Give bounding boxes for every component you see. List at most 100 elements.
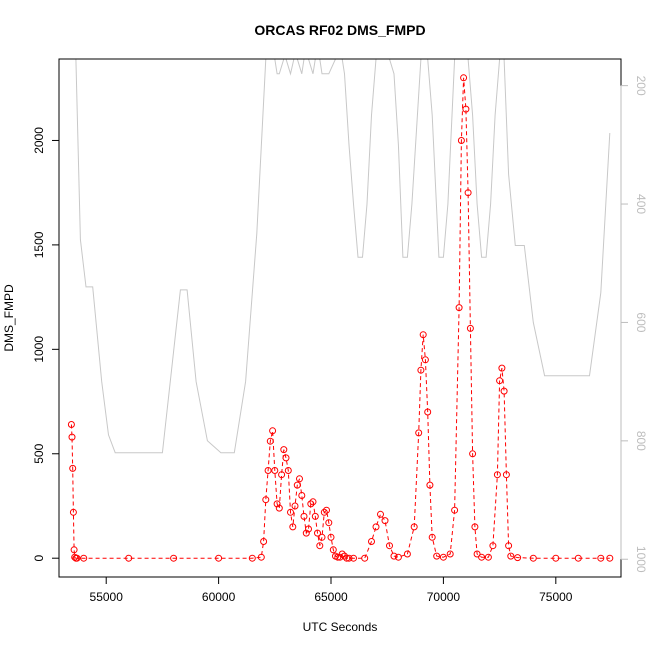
- data-point: [417, 366, 425, 374]
- data-point: [307, 500, 315, 508]
- data-point: [298, 492, 306, 499]
- data-point: [505, 542, 513, 550]
- chart-title: ORCAS RF02 DMS_FMPD: [254, 22, 425, 38]
- data-points-layer: [67, 74, 614, 562]
- data-point: [500, 387, 508, 395]
- data-point: [433, 552, 441, 560]
- data-point: [318, 533, 326, 541]
- data-point: [282, 454, 290, 462]
- data-point: [320, 508, 328, 516]
- data-point: [478, 553, 486, 561]
- data-point: [446, 550, 454, 558]
- data-point: [350, 554, 357, 562]
- data-point: [309, 498, 317, 506]
- y-tick-label: 1500: [32, 231, 46, 258]
- data-point: [314, 529, 321, 537]
- data-point: [68, 433, 76, 441]
- data-point: [248, 554, 256, 562]
- data-point: [368, 538, 375, 545]
- x-tick-label: 70000: [427, 590, 461, 604]
- data-point: [466, 324, 474, 332]
- data-point: [278, 471, 286, 479]
- data-point: [498, 364, 506, 372]
- data-point: [323, 506, 330, 514]
- data-point: [260, 538, 268, 545]
- right-y-axis: 200 400 600 800 1000: [620, 76, 648, 573]
- data-point: [419, 331, 427, 339]
- data-point: [426, 481, 434, 489]
- data-point: [338, 550, 346, 558]
- data-point: [69, 508, 77, 516]
- y-axis: 0 500 1000 1500 2000: [32, 127, 60, 562]
- x-axis-label: UTC Seconds: [303, 620, 378, 634]
- data-point: [80, 554, 88, 562]
- data-point: [415, 429, 423, 437]
- data-point: [469, 450, 477, 458]
- data-point: [489, 542, 497, 550]
- data-point: [507, 552, 515, 560]
- data-point: [514, 554, 522, 562]
- data-point: [266, 437, 274, 445]
- data-point: [327, 533, 335, 541]
- right-y-tick-label: 800: [634, 431, 648, 451]
- data-point: [257, 553, 265, 561]
- data-point: [390, 552, 398, 560]
- data-point: [273, 500, 281, 508]
- data-point: [372, 523, 380, 531]
- data-point: [361, 554, 369, 562]
- data-point: [269, 427, 277, 435]
- data-point: [464, 189, 472, 197]
- right-y-tick-label: 200: [634, 76, 648, 96]
- data-point: [311, 512, 319, 520]
- data-point: [345, 554, 353, 562]
- data-point: [493, 471, 501, 479]
- y-axis-label: DMS_FMPD: [2, 284, 16, 352]
- data-point: [439, 553, 447, 561]
- data-point: [451, 506, 459, 514]
- plot-frame: [58, 58, 622, 578]
- data-point: [403, 550, 411, 558]
- data-point: [462, 105, 470, 113]
- right-y-tick-label: 600: [634, 312, 648, 332]
- data-point: [457, 137, 465, 144]
- data-point: [428, 533, 436, 541]
- data-point: [125, 554, 133, 562]
- y-tick-label: 0: [32, 555, 46, 562]
- data-point: [264, 467, 272, 474]
- data-point: [293, 481, 301, 489]
- data-point: [325, 519, 333, 527]
- data-point: [300, 512, 308, 520]
- data-point: [316, 542, 324, 550]
- data-point: [471, 523, 479, 531]
- x-tick-label: 65000: [314, 590, 348, 604]
- data-point: [280, 446, 288, 454]
- data-point: [455, 304, 463, 312]
- x-axis: 55000 60000 65000 70000 75000: [90, 576, 573, 604]
- x-tick-label: 60000: [202, 590, 236, 604]
- x-tick-label: 55000: [90, 590, 124, 604]
- data-point: [529, 554, 537, 562]
- data-point: [284, 467, 292, 474]
- data-point: [70, 546, 78, 554]
- data-point: [502, 471, 510, 479]
- data-point: [275, 504, 283, 512]
- data-point: [296, 475, 303, 483]
- data-point: [394, 553, 402, 561]
- data-point: [73, 554, 81, 562]
- data-point: [67, 421, 75, 428]
- data-point: [496, 377, 504, 385]
- data-point: [215, 554, 223, 562]
- altitude-series-line: [71, 59, 611, 454]
- y-tick-label: 500: [32, 443, 46, 463]
- data-point: [424, 408, 432, 416]
- x-tick-label: 75000: [539, 590, 573, 604]
- data-point: [271, 467, 279, 474]
- data-point: [287, 508, 294, 516]
- dms-series-line: [70, 77, 610, 559]
- data-point: [473, 550, 481, 558]
- data-point: [410, 523, 418, 531]
- data-point: [460, 74, 468, 82]
- right-y-tick-label: 400: [634, 194, 648, 214]
- data-point: [484, 553, 492, 561]
